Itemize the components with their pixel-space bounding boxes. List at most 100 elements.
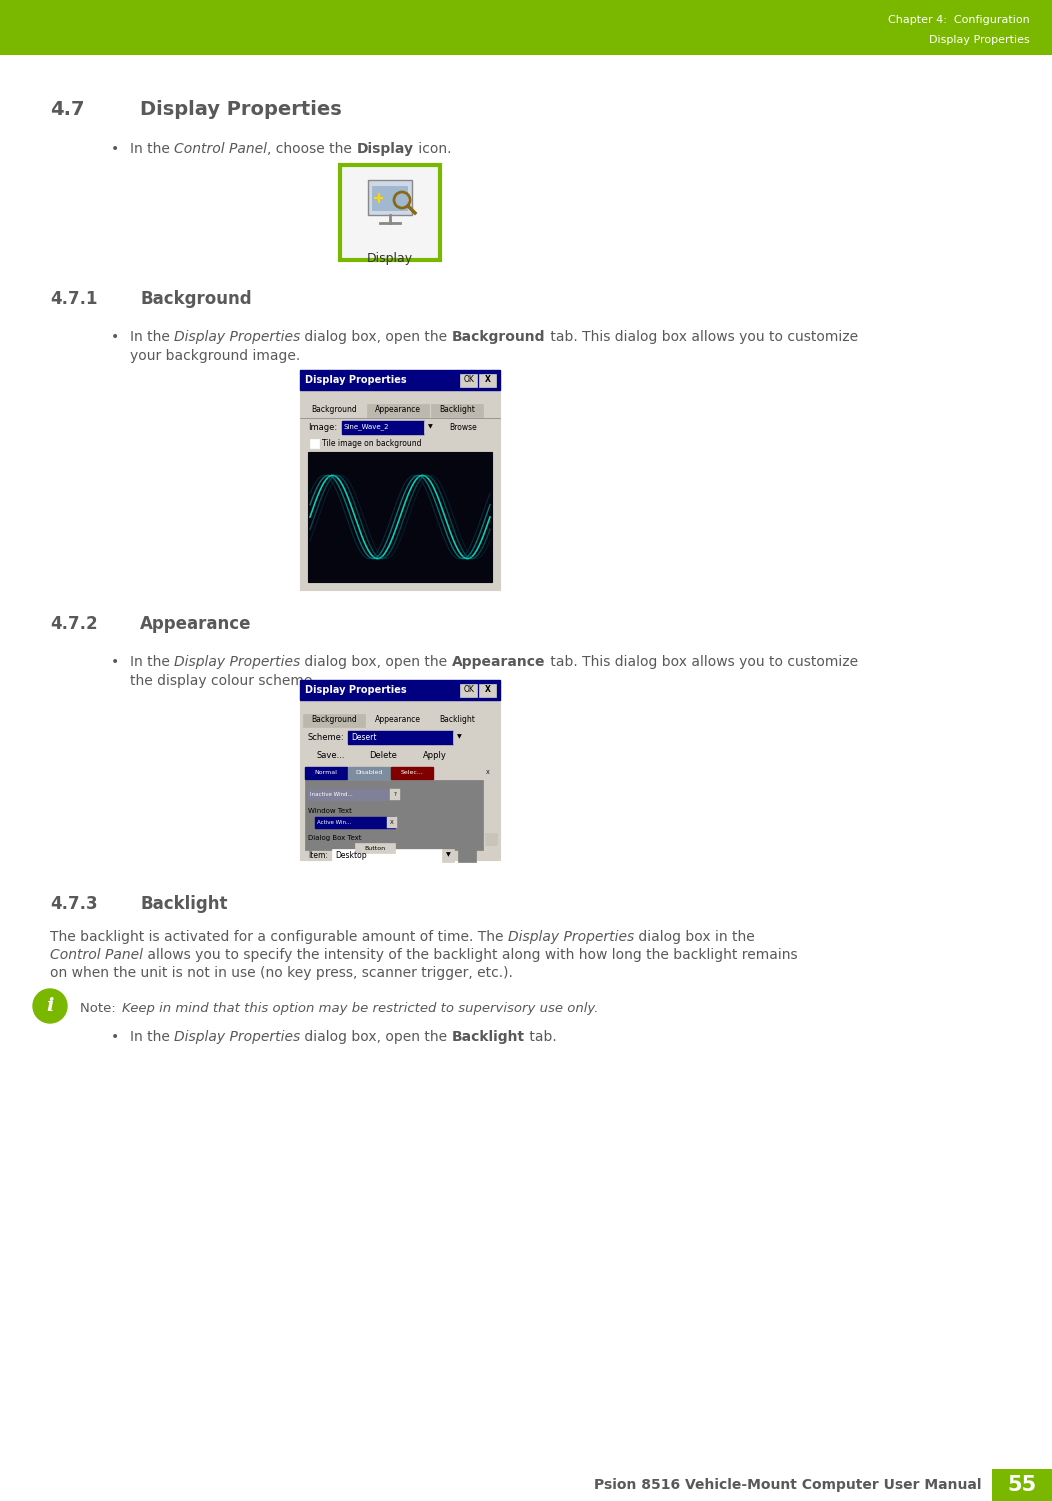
Text: Active Win...: Active Win... — [317, 820, 351, 824]
Text: , choose the: , choose the — [267, 143, 357, 156]
Text: 55: 55 — [1008, 1475, 1036, 1495]
Text: dialog box, open the: dialog box, open the — [301, 654, 452, 669]
Text: Desktop: Desktop — [335, 851, 367, 860]
Text: on when the unit is not in use (no key press, scanner trigger, etc.).: on when the unit is not in use (no key p… — [50, 967, 513, 980]
Bar — [367, 714, 429, 726]
Text: the display colour scheme.: the display colour scheme. — [130, 674, 317, 687]
Bar — [442, 850, 454, 862]
Text: Normal: Normal — [315, 770, 338, 776]
Text: Background: Background — [311, 716, 357, 725]
Text: Control Panel: Control Panel — [175, 143, 267, 156]
Text: Chapter 4:  Configuration: Chapter 4: Configuration — [888, 15, 1030, 26]
Text: In the: In the — [130, 654, 175, 669]
Text: Background: Background — [140, 290, 251, 308]
Text: Display: Display — [367, 252, 413, 266]
Text: Background: Background — [452, 330, 546, 344]
Text: Desert: Desert — [351, 732, 377, 741]
Text: Sine_Wave_2: Sine_Wave_2 — [344, 423, 389, 431]
Text: Save...: Save... — [317, 750, 345, 760]
Text: Disabled: Disabled — [356, 770, 383, 776]
Bar — [348, 767, 390, 779]
Text: ?: ? — [393, 791, 397, 797]
Text: Inactive Wind...: Inactive Wind... — [310, 791, 352, 797]
Bar — [440, 420, 485, 434]
Text: X: X — [485, 375, 491, 384]
Bar — [992, 1469, 1052, 1501]
Text: ▼: ▼ — [446, 853, 450, 857]
Bar — [305, 781, 483, 850]
Bar — [458, 850, 476, 862]
Text: Window Text: Window Text — [308, 808, 351, 814]
Text: Psion 8516 Vehicle-Mount Computer User Manual: Psion 8516 Vehicle-Mount Computer User M… — [594, 1478, 982, 1492]
Text: Display Properties: Display Properties — [175, 330, 301, 344]
Bar — [310, 438, 319, 447]
Bar — [300, 699, 500, 860]
Text: Button: Button — [364, 845, 386, 851]
Text: tab.: tab. — [525, 1030, 557, 1045]
Text: Backlight: Backlight — [439, 405, 474, 414]
Text: 4.7: 4.7 — [50, 101, 84, 119]
Bar — [332, 850, 442, 862]
Bar — [485, 833, 497, 845]
Text: Tile image on background: Tile image on background — [322, 438, 422, 447]
Bar — [367, 404, 429, 417]
Text: Display Properties: Display Properties — [175, 654, 301, 669]
Text: Item:: Item: — [308, 851, 328, 860]
Text: •: • — [110, 654, 119, 669]
Text: dialog box, open the: dialog box, open the — [301, 1030, 452, 1045]
Bar — [303, 404, 365, 417]
Text: Dialog Box Text: Dialog Box Text — [308, 835, 362, 841]
Text: OK: OK — [464, 686, 474, 695]
Text: •: • — [110, 330, 119, 344]
Text: Scheme:: Scheme: — [308, 732, 345, 741]
Bar — [424, 420, 436, 434]
Text: In the: In the — [130, 1030, 175, 1045]
Bar — [300, 390, 500, 590]
Text: Appearance: Appearance — [375, 405, 421, 414]
Text: Image:: Image: — [308, 422, 337, 431]
Bar — [300, 680, 500, 699]
Text: Display: Display — [357, 143, 413, 156]
Text: ▼: ▼ — [457, 734, 462, 740]
Text: Display Properties: Display Properties — [140, 101, 342, 119]
Text: ▼: ▼ — [427, 425, 432, 429]
Text: •: • — [110, 143, 119, 156]
Text: Apply: Apply — [423, 750, 447, 760]
Text: Display Properties: Display Properties — [305, 684, 407, 695]
Text: i: i — [46, 997, 54, 1015]
Bar — [340, 165, 440, 260]
Text: tab. This dialog box allows you to customize: tab. This dialog box allows you to custo… — [546, 654, 857, 669]
Text: In the: In the — [130, 143, 175, 156]
Text: Browse: Browse — [449, 422, 477, 431]
Text: The backlight is activated for a configurable amount of time. The: The backlight is activated for a configu… — [50, 931, 508, 944]
Bar — [460, 684, 477, 696]
Bar — [305, 767, 347, 779]
Text: 4.7.1: 4.7.1 — [50, 290, 98, 308]
Text: Keep in mind that this option may be restricted to supervisory use only.: Keep in mind that this option may be res… — [122, 1003, 599, 1015]
Text: 4.7.3: 4.7.3 — [50, 895, 98, 913]
Bar — [355, 844, 394, 853]
Bar — [368, 180, 412, 215]
Bar — [453, 731, 465, 744]
Bar — [431, 714, 483, 726]
Bar — [387, 817, 397, 829]
Text: Backlight: Backlight — [452, 1030, 525, 1045]
Bar — [390, 790, 400, 800]
Bar — [412, 749, 458, 763]
Text: tab. This dialog box allows you to customize: tab. This dialog box allows you to custo… — [546, 330, 857, 344]
Bar — [308, 749, 355, 763]
Bar — [391, 767, 433, 779]
Bar — [303, 714, 365, 726]
Text: X: X — [390, 820, 393, 824]
Bar — [482, 767, 494, 778]
Text: Appearance: Appearance — [375, 716, 421, 725]
Text: Display Properties: Display Properties — [175, 1030, 301, 1045]
Text: Note:: Note: — [80, 1003, 124, 1015]
Text: dialog box in the: dialog box in the — [634, 931, 755, 944]
Text: Display Properties: Display Properties — [508, 931, 634, 944]
Text: Control Panel: Control Panel — [50, 949, 143, 962]
Text: Delete: Delete — [369, 750, 397, 760]
Text: Selec...: Selec... — [401, 770, 424, 776]
Text: icon.: icon. — [413, 143, 451, 156]
Bar — [315, 817, 394, 829]
